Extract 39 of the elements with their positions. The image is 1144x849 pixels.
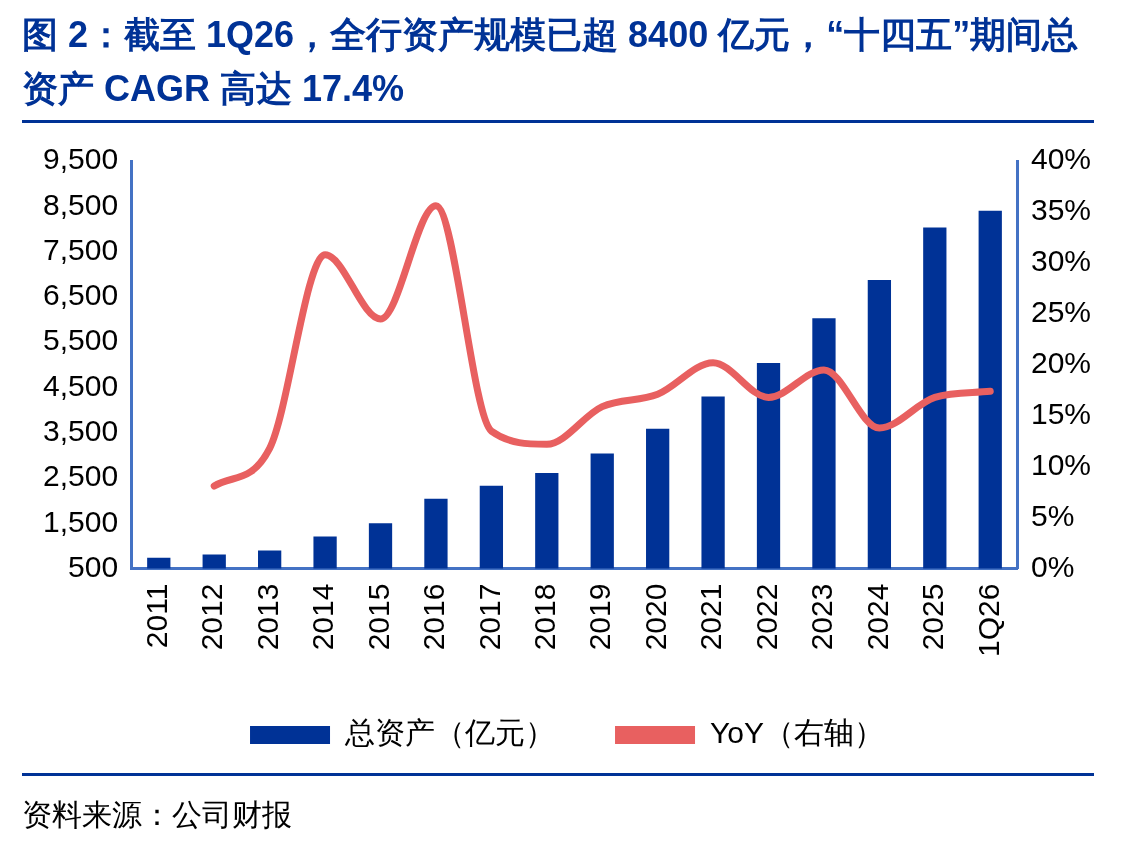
x-tick-label: 1Q26: [971, 583, 1005, 657]
x-tick-label: 2024: [860, 583, 894, 651]
x-tick-label: 2013: [250, 583, 284, 651]
x-tick-label: 2015: [361, 583, 395, 651]
y2-tick-label: 30%: [1030, 244, 1091, 278]
y2-tick-label: 40%: [1030, 142, 1091, 176]
y-tick-label: 5,500: [43, 323, 119, 357]
legend-label: 总资产（亿元）: [344, 716, 556, 750]
chart-title: 图 2：截至 1Q26，全行资产规模已超 8400 亿元，“十四五”期间总资产 CAGR 高达 17.4%: [22, 13, 1080, 111]
y2-tick-label: 5%: [1030, 498, 1075, 532]
y2-tick-label: 25%: [1030, 295, 1091, 329]
y2-tick-label: 10%: [1030, 447, 1091, 481]
x-tick-label: 2017: [472, 583, 506, 651]
x-tick-label: 2020: [638, 583, 672, 651]
y2-tick-label: 35%: [1030, 193, 1091, 227]
y-tick-label: 8,500: [43, 187, 119, 221]
y-tick-label: 7,500: [43, 232, 119, 266]
x-tick-label: 2025: [916, 583, 950, 651]
y-tick-label: 3,500: [43, 414, 119, 448]
x-tick-label: 2021: [694, 583, 728, 651]
x-tick-label: 2012: [195, 583, 229, 651]
y2-tick-label: 20%: [1030, 346, 1091, 380]
y-tick-label: 9,500: [43, 142, 119, 176]
x-tick-label: 2023: [805, 583, 839, 651]
x-tick-label: 2011: [140, 583, 174, 649]
x-tick-label: 2022: [749, 583, 783, 651]
x-tick-label: 2019: [583, 583, 617, 651]
x-tick-label: 2018: [528, 583, 562, 651]
y-tick-label: 500: [68, 549, 119, 583]
text: 资料来源：公司财报: [22, 797, 292, 833]
y-tick-label: 2,500: [43, 459, 119, 493]
y-tick-label: 4,500: [43, 368, 119, 402]
x-tick-label: 2016: [417, 583, 451, 651]
legend-label: YoY（右轴）: [710, 716, 884, 750]
y2-tick-label: 15%: [1030, 397, 1091, 431]
y-tick-label: 6,500: [43, 278, 119, 312]
x-tick-label: 2014: [306, 583, 340, 651]
y2-tick-label: 0%: [1030, 549, 1075, 583]
y-tick-label: 1,500: [43, 504, 119, 538]
